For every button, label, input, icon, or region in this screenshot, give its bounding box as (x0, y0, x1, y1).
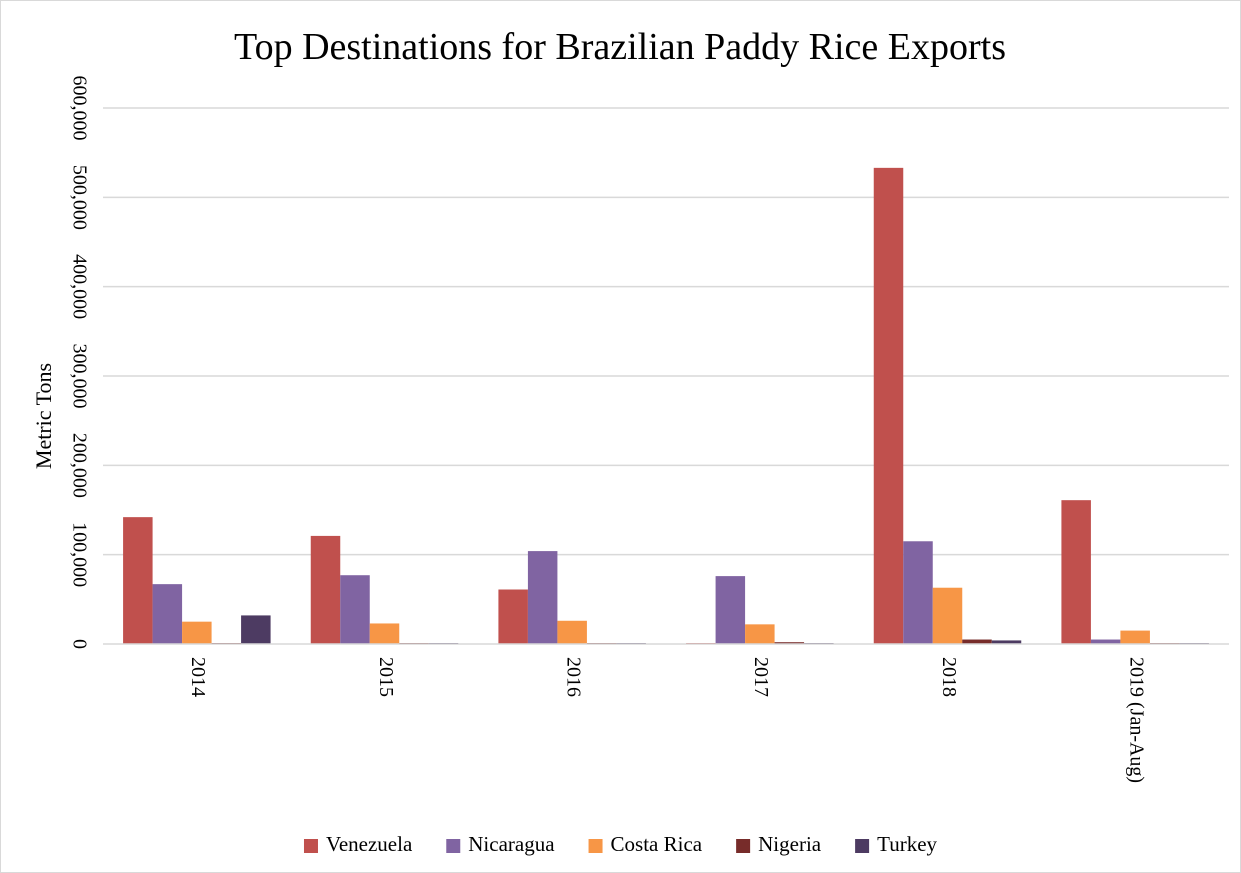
bar-costa-rica-0 (182, 621, 212, 644)
legend-label: Turkey (877, 832, 937, 856)
legend-swatch (736, 839, 751, 853)
bar-costa-rica-5 (1120, 630, 1150, 644)
y-tick-label: 0 (68, 639, 90, 649)
legend-swatch (303, 839, 318, 853)
legend-swatch (446, 839, 461, 853)
bar-nicaragua-4 (903, 541, 933, 644)
bar-costa-rica-1 (369, 623, 400, 644)
bar-costa-rica-4 (932, 587, 963, 644)
bars (123, 167, 1209, 644)
bar-venezuela-1 (310, 535, 341, 644)
bar-nigeria-4 (962, 639, 992, 644)
legend-label: Nicaragua (468, 832, 555, 856)
bar-venezuela-2 (498, 589, 528, 644)
x-tick-label: 2018 (938, 657, 960, 697)
y-tick-label: 200,000 (68, 433, 90, 498)
y-tick-label: 400,000 (68, 254, 90, 319)
chart-title: Top Destinations for Brazilian Paddy Ric… (234, 26, 1006, 68)
legend-label: Costa Rica (611, 832, 703, 856)
x-tick-label: 2017 (750, 657, 772, 697)
x-tick-label: 2014 (187, 657, 209, 697)
bar-nicaragua-5 (1090, 639, 1121, 644)
gridlines (103, 107, 1229, 556)
bar-nigeria-3 (774, 642, 805, 644)
x-tick-label: 2015 (375, 657, 397, 697)
bar-costa-rica-2 (557, 620, 587, 644)
y-tick-label: 500,000 (68, 165, 90, 230)
legend: Venezuela Nicaragua Costa Rica Nigeria Turke… (303, 832, 938, 856)
y-tick-label: 600,000 (68, 76, 90, 141)
legend-swatch (588, 839, 603, 853)
legend-swatch (855, 839, 870, 853)
y-tick-label: 300,000 (68, 344, 90, 409)
x-tick-label: 2016 (563, 657, 585, 697)
bar-nicaragua-2 (527, 551, 558, 644)
x-tick-label: 2019 (Jan-Aug) (1126, 657, 1148, 783)
bar-turkey-4 (991, 640, 1022, 644)
bar-turkey-0 (241, 615, 271, 644)
y-tick-label: 100,000 (68, 522, 90, 587)
bar-nicaragua-3 (715, 576, 746, 644)
bar-venezuela-4 (873, 167, 904, 644)
y-axis-label: Metric Tons (31, 363, 56, 469)
x-tick-labels: 2014 2015 2016 2017 2018 2019 (Jan-Aug) (187, 657, 1147, 783)
bar-venezuela-0 (123, 517, 153, 644)
legend-label: Nigeria (758, 832, 822, 856)
bar-costa-rica-3 (745, 624, 775, 644)
y-tick-labels: 0 100,000 200,000 300,000 400,000 500,000 600,… (68, 76, 90, 650)
legend-label: Venezuela (326, 832, 413, 856)
bar-venezuela-5 (1061, 500, 1091, 644)
bar-nicaragua-0 (152, 584, 183, 644)
bar-nicaragua-1 (340, 575, 370, 644)
